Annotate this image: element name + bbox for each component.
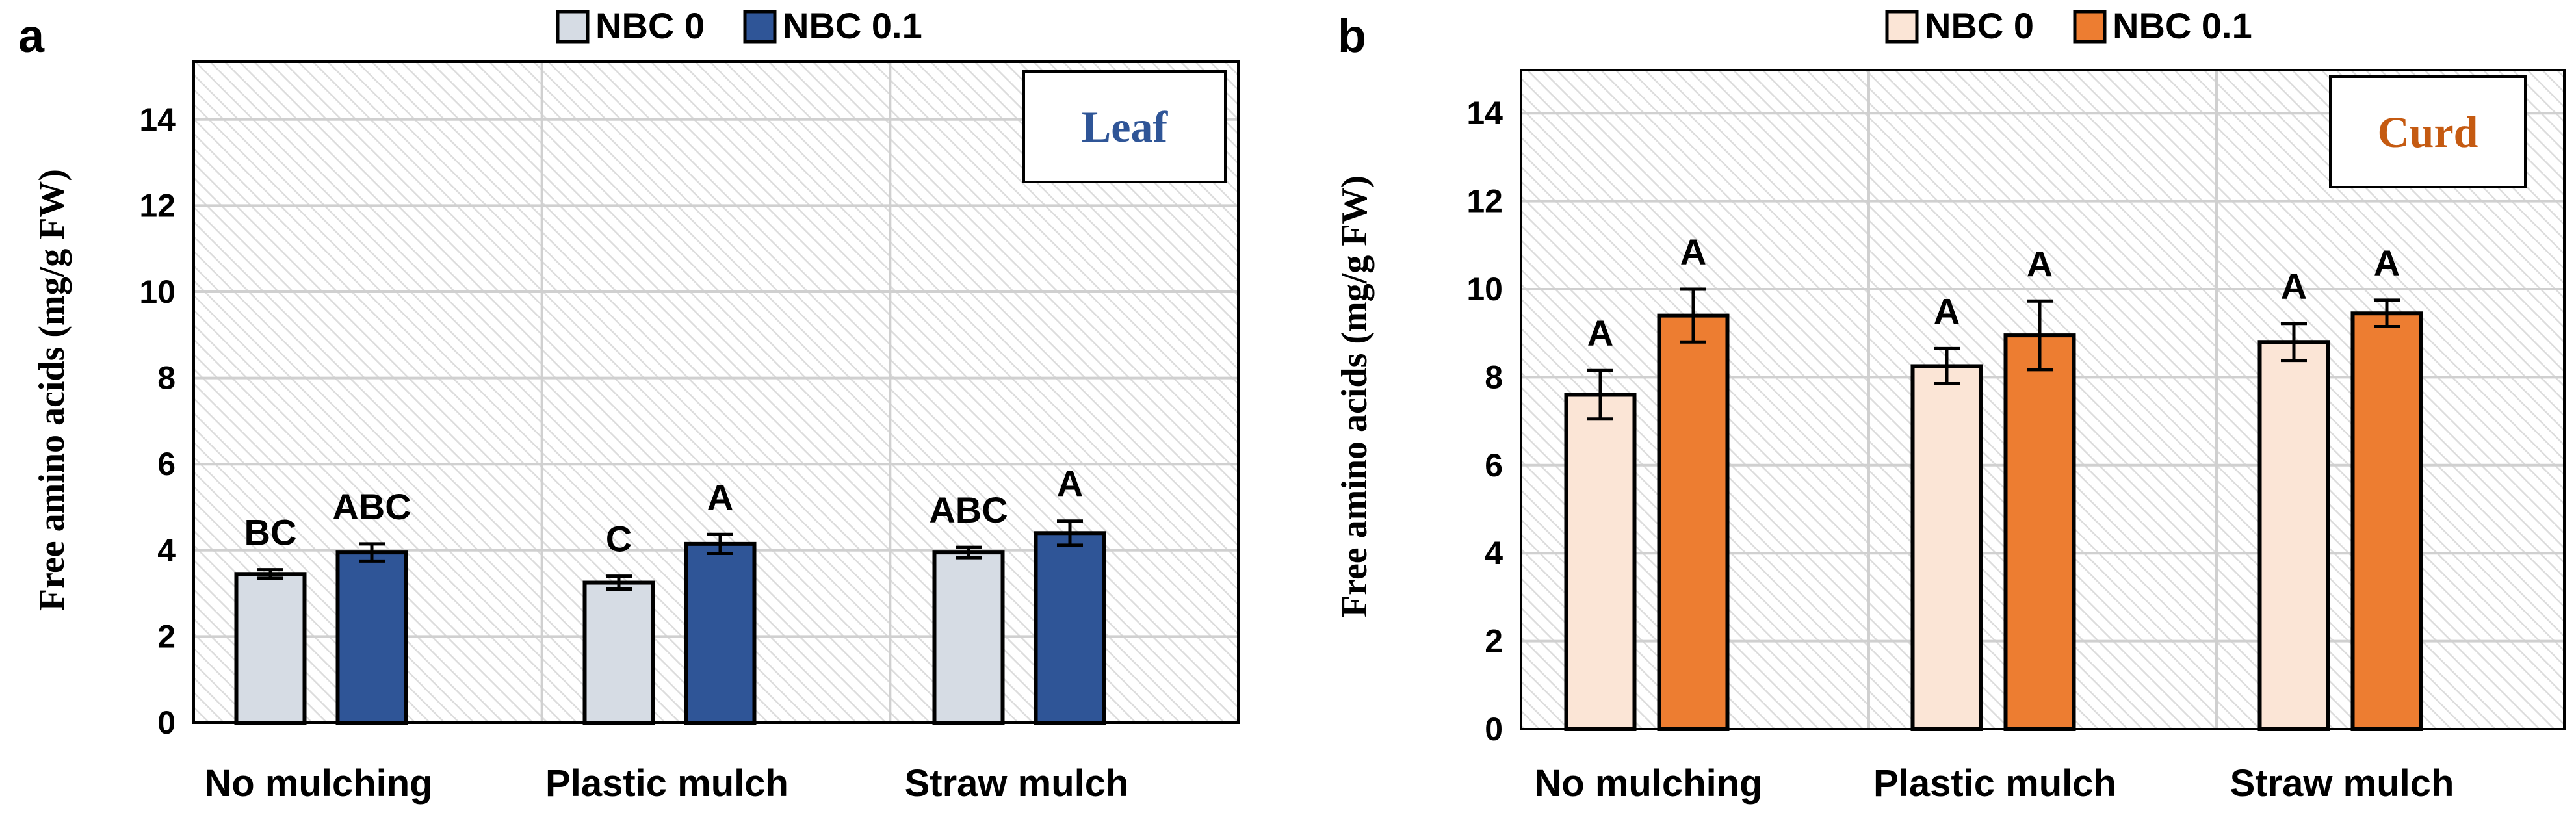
- bar: [2350, 311, 2423, 731]
- legend-swatch: [2073, 10, 2107, 44]
- legend-swatch: [556, 10, 590, 44]
- significance-letter: ABC: [332, 486, 411, 527]
- x-category-label: No mulching: [1534, 762, 1762, 805]
- y-tick-label: 10: [1466, 271, 1503, 307]
- bar: [582, 580, 655, 725]
- y-tick-label: 12: [1466, 183, 1503, 220]
- significance-letter: A: [2374, 242, 2400, 283]
- panel-label: a: [18, 10, 45, 62]
- bar: [1034, 531, 1106, 725]
- organ-title-box: [2329, 75, 2527, 188]
- significance-letter: A: [2027, 243, 2053, 284]
- legend-label: NBC 0: [595, 5, 705, 46]
- chart-panel-a: 0 2 4 6 8 10 12 14 Free amino acids (mg/g FW) No …: [18, 5, 1240, 805]
- significance-letter: ABC: [929, 489, 1008, 530]
- significance-letter: A: [1057, 463, 1083, 504]
- bar: [2003, 333, 2076, 731]
- y-tick-label: 4: [1485, 535, 1503, 571]
- x-category-label: Straw mulch: [2230, 762, 2454, 805]
- x-category-label: No mulching: [204, 762, 432, 805]
- bar: [335, 550, 408, 725]
- x-category-label: Straw mulch: [905, 762, 1129, 805]
- organ-title: Curd: [2378, 107, 2478, 157]
- significance-letter: A: [707, 476, 733, 517]
- legend-label: NBC 0.1: [783, 5, 922, 46]
- organ-title-box: [1022, 70, 1227, 183]
- legend-swatch: [1885, 10, 1919, 44]
- y-tick-label: 8: [1485, 359, 1503, 395]
- chart-panel-b: 0 2 4 6 8 10 12 14 Free amino acids (mg/g FW) No …: [1334, 5, 2566, 805]
- significance-letter: A: [1587, 313, 1613, 354]
- significance-letter: A: [2281, 266, 2307, 307]
- bar: [684, 541, 757, 725]
- significance-letter: C: [606, 519, 632, 560]
- bar: [234, 572, 307, 725]
- y-axis-label: Free amino acids (mg/g FW): [1334, 175, 1375, 617]
- y-tick-label: 14: [139, 101, 176, 138]
- y-tick-label: 12: [139, 187, 176, 224]
- legend-label: NBC 0: [1925, 5, 2034, 46]
- significance-letter: BC: [244, 512, 297, 553]
- y-tick-label: 4: [157, 532, 176, 569]
- legend-label: NBC 0.1: [2113, 5, 2252, 46]
- bar: [1657, 313, 1730, 731]
- significance-letter: A: [1934, 290, 1960, 331]
- y-tick-label: 0: [1485, 711, 1503, 747]
- y-tick-label: 8: [157, 360, 176, 396]
- bar: [1564, 393, 1637, 731]
- y-tick-label: 0: [157, 704, 176, 741]
- legend-swatch: [743, 10, 777, 44]
- y-axis-label: Free amino acids (mg/g FW): [32, 169, 72, 611]
- significance-letter: A: [1680, 231, 1706, 272]
- panel-label: b: [1338, 10, 1366, 62]
- bar: [1910, 364, 1983, 731]
- y-tick-label: 2: [1485, 623, 1503, 660]
- y-tick-label: 14: [1466, 95, 1503, 131]
- x-category-label: Plastic mulch: [1873, 762, 2116, 805]
- y-tick-label: 2: [157, 618, 176, 654]
- y-tick-label: 6: [1485, 447, 1503, 484]
- y-tick-label: 10: [139, 274, 176, 310]
- bar: [932, 550, 1005, 725]
- y-tick-label: 6: [157, 446, 176, 482]
- x-category-label: Plastic mulch: [545, 762, 788, 805]
- organ-title: Leaf: [1082, 102, 1169, 151]
- bar: [2257, 340, 2330, 731]
